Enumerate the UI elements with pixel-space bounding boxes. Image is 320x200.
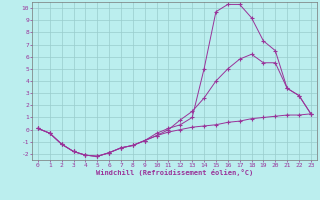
X-axis label: Windchill (Refroidissement éolien,°C): Windchill (Refroidissement éolien,°C)	[96, 169, 253, 176]
